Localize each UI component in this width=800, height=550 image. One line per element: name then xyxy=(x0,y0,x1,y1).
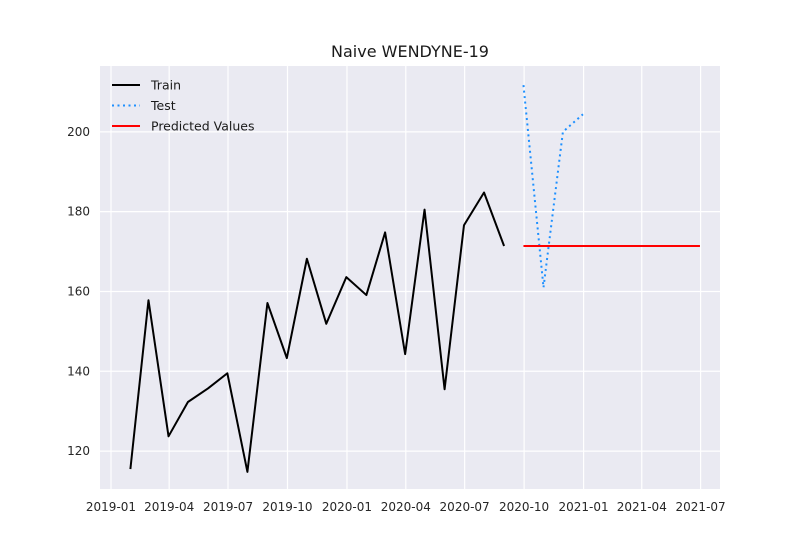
series-line-test xyxy=(522,85,584,289)
legend: Train Test Predicted Values xyxy=(112,78,255,134)
series-layer xyxy=(129,85,700,473)
legend-label: Predicted Values xyxy=(151,119,255,134)
x-tick-label: 2019-07 xyxy=(203,500,253,514)
x-tick-label: 2021-07 xyxy=(676,500,726,514)
legend-label: Train xyxy=(150,78,181,93)
plot-background xyxy=(100,66,720,489)
x-tick-label: 2020-07 xyxy=(440,500,490,514)
x-tick-label: 2019-01 xyxy=(86,500,136,514)
x-tick-label: 2019-04 xyxy=(144,500,194,514)
y-tick-label: 180 xyxy=(67,205,90,219)
x-tick-label: 2020-10 xyxy=(499,500,549,514)
y-axis: 120 140 160 180 200 xyxy=(67,125,90,458)
y-tick-label: 120 xyxy=(67,444,90,458)
y-tick-label: 160 xyxy=(67,284,90,298)
y-tick-label: 200 xyxy=(67,125,90,139)
legend-label: Test xyxy=(150,98,176,113)
x-tick-label: 2020-01 xyxy=(322,500,372,514)
x-tick-label: 2020-04 xyxy=(381,500,431,514)
series-line-train xyxy=(129,191,506,473)
x-tick-label: 2021-01 xyxy=(559,500,609,514)
grid xyxy=(100,66,720,489)
y-tick-label: 140 xyxy=(67,364,90,378)
x-tick-label: 2019-10 xyxy=(262,500,312,514)
x-axis: 2019-01 2019-04 2019-07 2019-10 2020-01 2020-… xyxy=(86,500,726,514)
chart-title: Naive WENDYNE-19 xyxy=(331,42,489,61)
x-tick-label: 2021-04 xyxy=(617,500,667,514)
